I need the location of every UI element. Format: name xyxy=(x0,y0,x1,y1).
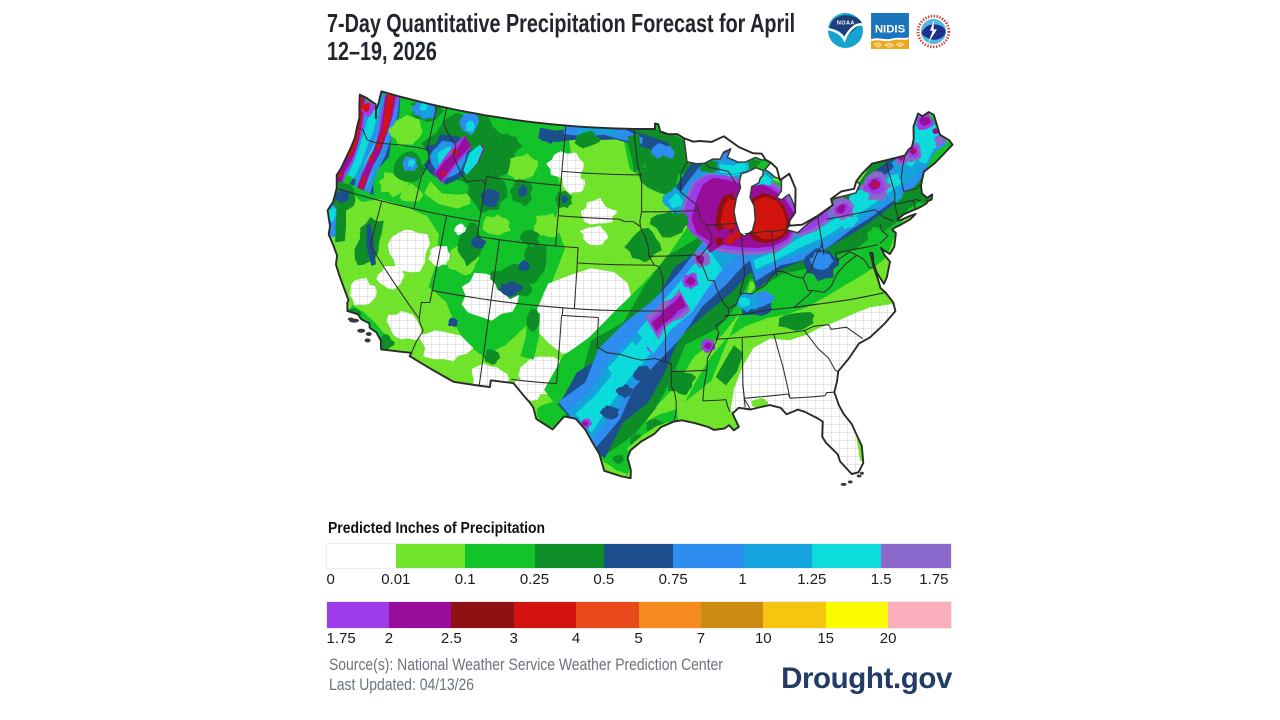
svg-text:NIDIS: NIDIS xyxy=(875,24,906,36)
svg-text:NOAA: NOAA xyxy=(837,21,855,27)
